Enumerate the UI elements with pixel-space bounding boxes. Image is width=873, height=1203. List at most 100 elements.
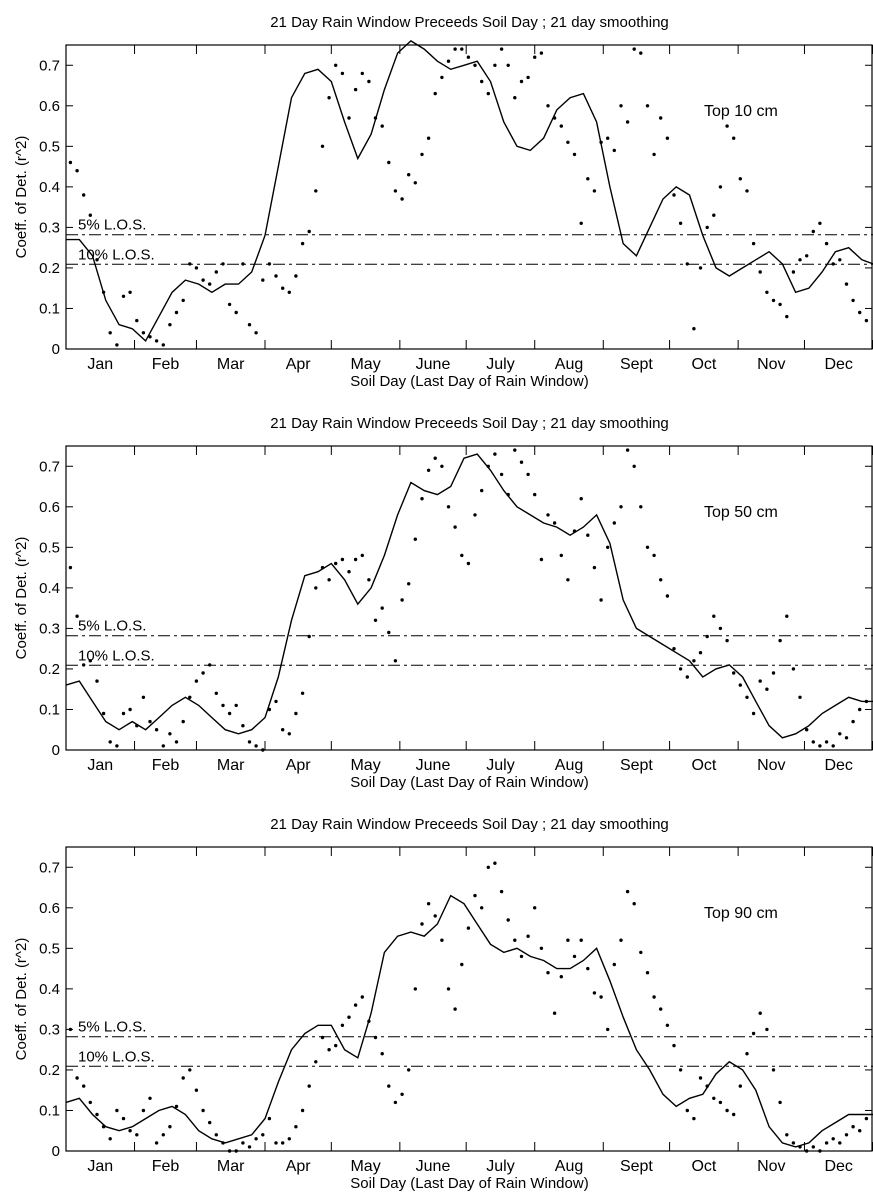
- scatter-point: [214, 1133, 218, 1137]
- scatter-point: [751, 711, 756, 716]
- scatter-point: [672, 1043, 676, 1048]
- scatter-point: [805, 728, 809, 732]
- scatter-point: [632, 464, 636, 468]
- scatter-point: [453, 1007, 457, 1011]
- scatter-point: [380, 124, 384, 128]
- scatter-point: [387, 1084, 391, 1088]
- scatter-point: [539, 946, 544, 950]
- scatter-point: [619, 938, 623, 942]
- scatter-point: [208, 1120, 212, 1125]
- reference-label-10pct: 10% L.O.S.: [78, 647, 155, 664]
- scatter-point: [360, 553, 364, 558]
- scatter-point: [718, 185, 723, 189]
- scatter-point: [267, 1116, 272, 1121]
- scatter-point: [652, 995, 656, 999]
- scatter-point: [499, 47, 504, 51]
- scatter-point: [592, 991, 597, 995]
- scatter-point: [592, 189, 597, 193]
- scatter-point: [174, 1104, 179, 1109]
- scatter-point: [320, 144, 325, 148]
- scatter-point: [88, 1100, 93, 1105]
- scatter-point: [347, 116, 351, 120]
- scatter-point: [440, 938, 444, 942]
- scatter-point: [771, 671, 776, 675]
- scatter-point: [307, 1084, 311, 1088]
- scatter-point: [785, 1133, 789, 1137]
- scatter-point: [294, 274, 298, 278]
- scatter-point: [831, 1137, 835, 1141]
- scatter-point: [805, 254, 809, 258]
- scatter-point: [307, 634, 311, 639]
- scatter-point: [460, 553, 464, 558]
- scatter-point: [599, 995, 603, 999]
- scatter-point: [785, 314, 789, 319]
- scatter-point: [758, 1011, 762, 1015]
- x-axis-label: Soil Day (Last Day of Rain Window): [350, 373, 589, 390]
- chart-plot-area: 5% L.O.S. 10% L.O.S. 0 0.1 0.2 0.3 0.4 0.5 0.6 0.…: [39, 445, 873, 774]
- scatter-point: [254, 744, 258, 748]
- scatter-point: [214, 691, 218, 695]
- chart-plot-area: 5% L.O.S. 10% L.O.S. 0 0.1 0.2 0.3 0.4 0.5 0.6 0.…: [39, 846, 873, 1175]
- scatter-point: [194, 266, 199, 270]
- scatter-point: [201, 1108, 205, 1113]
- y-tick-label: 0.3: [39, 1021, 60, 1038]
- x-tick-label: Dec: [824, 757, 852, 774]
- y-tick-label: 0.4: [39, 580, 60, 597]
- scatter-point: [194, 1088, 199, 1092]
- x-tick-label: Aug: [555, 1158, 583, 1175]
- scatter-point: [201, 278, 205, 282]
- scatter-point: [526, 934, 530, 938]
- y-tick-label: 0.2: [39, 260, 60, 277]
- scatter-point: [234, 703, 238, 708]
- scatter-point: [367, 79, 371, 84]
- scatter-point: [778, 1100, 782, 1105]
- scatter-point: [393, 659, 398, 663]
- scatter-point: [586, 533, 590, 537]
- y-tick-label: 0.1: [39, 1102, 60, 1119]
- x-tick-label: Nov: [757, 356, 785, 373]
- scatter-point: [373, 618, 378, 622]
- scatter-point: [738, 177, 742, 181]
- x-tick-label: Apr: [286, 1158, 312, 1175]
- scatter-point: [625, 448, 630, 452]
- scatter-point: [95, 679, 99, 683]
- scatter-point: [115, 1108, 119, 1113]
- scatter-point: [413, 181, 417, 185]
- scatter-point: [294, 711, 298, 716]
- scatter-point: [201, 671, 205, 675]
- scatter-point: [82, 193, 86, 197]
- scatter-point: [420, 497, 424, 501]
- scatter-point: [486, 91, 490, 96]
- panel-annotation: Top 50 cm: [704, 504, 778, 521]
- reference-label-5pct: 5% L.O.S.: [78, 1019, 146, 1036]
- scatter-point: [738, 683, 742, 687]
- scatter-point: [327, 1048, 331, 1052]
- scatter-point: [221, 703, 225, 708]
- scatter-point: [732, 136, 736, 140]
- y-tick-label: 0.7: [39, 458, 60, 475]
- scatter-point: [300, 1108, 305, 1113]
- scatter-point: [161, 1133, 165, 1137]
- scatter-point: [725, 638, 729, 643]
- scatter-point: [639, 950, 643, 955]
- y-tick-label: 0: [52, 341, 60, 358]
- scatter-point: [440, 464, 444, 468]
- scatter-point: [340, 557, 345, 562]
- scatter-point: [659, 1007, 663, 1011]
- scatter-point: [247, 740, 252, 744]
- scatter-point: [95, 258, 99, 262]
- chart-title: 21 Day Rain Window Preceeds Soil Day ; 2…: [270, 14, 669, 31]
- scatter-point: [75, 614, 79, 618]
- scatter-point: [513, 96, 517, 100]
- scatter-point: [480, 906, 484, 910]
- smoothed-line: [65, 453, 873, 739]
- y-tick-label: 0.7: [39, 859, 60, 876]
- scatter-point: [400, 197, 404, 201]
- chart-panel-top-50-cm: 21 Day Rain Window Preceeds Soil Day ; 2…: [0, 401, 873, 802]
- scatter-point: [665, 594, 670, 598]
- scatter-point: [168, 323, 172, 327]
- scatter-point: [314, 586, 318, 590]
- scatter-point: [154, 728, 159, 732]
- scatter-point: [493, 452, 497, 456]
- scatter-point: [393, 189, 398, 193]
